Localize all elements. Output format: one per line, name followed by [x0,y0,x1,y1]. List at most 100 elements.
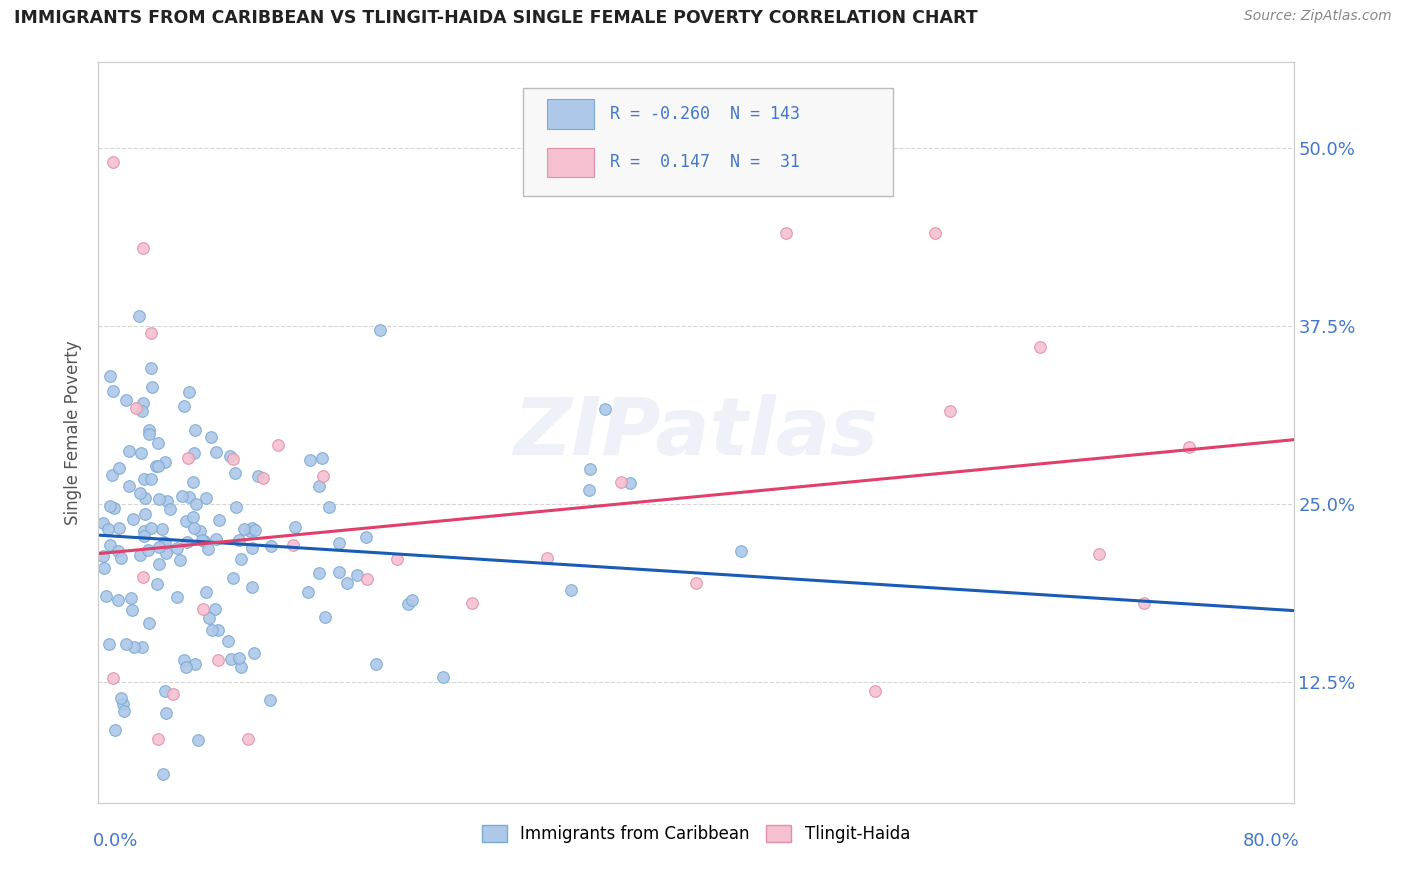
Point [229,551,252,566]
Point [610,475,633,489]
Point [259,693,281,707]
Point [132,240,155,255]
Point [152,767,174,781]
Point [162,686,184,700]
Point [297,584,319,599]
Point [121,602,143,616]
Point [221,571,243,585]
Point [560,582,582,597]
Point [118,478,141,492]
Text: Source: ZipAtlas.com: Source: ZipAtlas.com [1244,9,1392,23]
Point [207,623,229,637]
Point [132,524,155,539]
Point [104,723,127,737]
Point [128,486,150,500]
Point [132,570,155,584]
Point [134,472,156,486]
Point [125,401,148,416]
Point [1088,548,1111,562]
Point [204,444,226,458]
Point [328,565,350,579]
Point [156,493,179,508]
Bar [547,99,595,129]
Point [103,671,125,685]
Point [110,551,132,566]
Point [134,507,156,521]
Point [159,501,181,516]
Y-axis label: Single Female Poverty: Single Female Poverty [65,341,83,524]
Point [138,616,160,631]
Point [217,633,239,648]
Point [204,602,226,616]
Point [153,536,176,550]
Point [245,523,267,537]
Point [200,430,222,444]
Point [224,467,246,481]
Point [311,451,333,466]
Point [129,446,152,460]
Point [132,529,155,543]
Point [368,323,391,337]
Point [107,543,129,558]
Point [243,646,266,660]
Point [103,155,125,169]
Point [205,532,228,546]
Point [146,576,169,591]
Point [225,500,247,514]
Legend: Immigrants from Caribbean, Tlingit-Haida: Immigrants from Caribbean, Tlingit-Haida [475,819,917,850]
Point [222,452,245,467]
Point [239,524,262,538]
Point [1028,340,1050,354]
Point [122,640,145,655]
Point [208,512,231,526]
Point [198,610,221,624]
Point [91,549,114,563]
Point [188,524,211,538]
Point [93,561,115,575]
Point [314,609,336,624]
Text: ZIPatlas: ZIPatlas [513,393,879,472]
Point [364,657,387,671]
Point [328,536,350,550]
Point [166,591,188,605]
Point [191,602,214,616]
Point [579,462,602,476]
Point [308,479,330,493]
Point [176,535,198,549]
Point [153,455,176,469]
Point [195,491,218,506]
Point [108,461,131,475]
Point [111,697,134,711]
Point [218,449,240,463]
Point [98,499,121,513]
Point [114,637,136,651]
Text: 0.0%: 0.0% [93,832,138,850]
Point [174,514,197,528]
Point [139,472,162,486]
Point [183,521,205,535]
Point [267,438,290,452]
Point [174,659,197,673]
Point [146,435,169,450]
Point [247,468,270,483]
Point [240,541,263,555]
Point [252,471,274,485]
Point [461,596,484,610]
Point [401,593,423,607]
Point [148,557,170,571]
Point [177,450,200,465]
Point [194,584,217,599]
Point [94,589,117,603]
Point [131,640,153,654]
Point [281,538,304,552]
Point [120,591,142,605]
Point [128,309,150,323]
Point [228,533,250,547]
Point [346,567,368,582]
Point [155,683,177,698]
Point [775,227,797,241]
Text: R =  0.147  N =  31: R = 0.147 N = 31 [610,153,800,171]
Point [396,597,419,611]
Point [145,458,167,473]
Point [169,552,191,566]
